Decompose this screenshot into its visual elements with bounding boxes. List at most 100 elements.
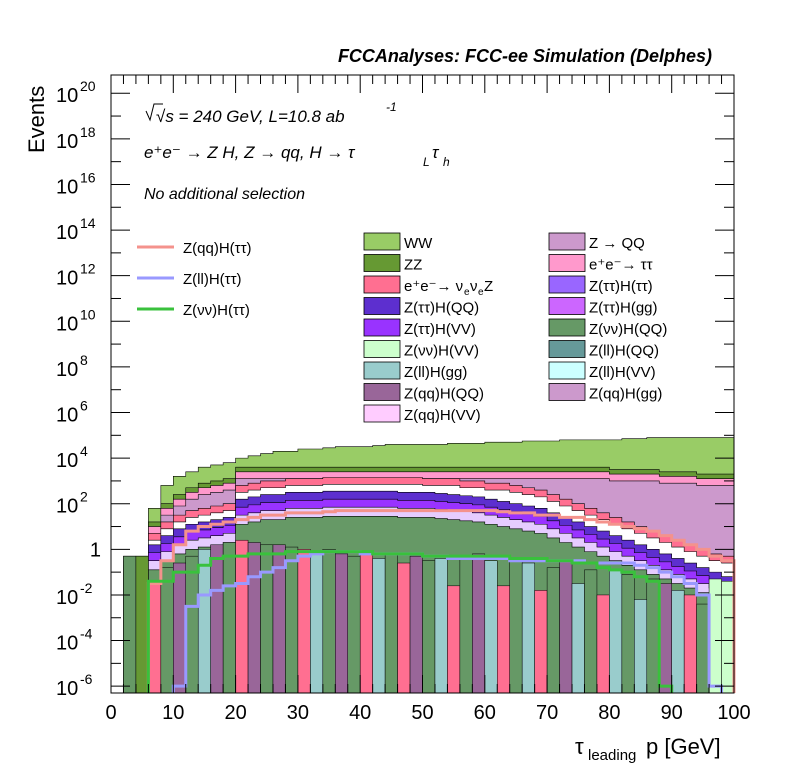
low-bin bbox=[123, 555, 137, 694]
legend-entry: Z(qq)H(ττ) bbox=[183, 240, 252, 257]
legend-swatch bbox=[548, 318, 586, 337]
y-tick-label: 10 bbox=[56, 496, 78, 518]
y-tick-exponent: 16 bbox=[80, 169, 96, 185]
legend-entry: Z(ττ)H(QQ) bbox=[404, 300, 479, 317]
low-bin bbox=[671, 590, 685, 694]
low-bin bbox=[459, 558, 473, 694]
y-tick-exponent: 4 bbox=[80, 443, 88, 459]
y-tick-exponent: 6 bbox=[80, 398, 88, 414]
x-axis-label-text: p [GeV] bbox=[646, 734, 721, 759]
legend: Z(qq)H(ττ) Z(ll)H(ττ) Z(νν)H(ττ) WW ZZ e⁺e⁻→ … bbox=[137, 232, 667, 424]
x-axis-label-sub: leading bbox=[588, 747, 636, 764]
y-tick-exponent: 18 bbox=[80, 124, 96, 140]
y-tick-label: 10 bbox=[56, 633, 78, 655]
low-bin bbox=[546, 567, 560, 694]
y-tick-exponent: 2 bbox=[80, 489, 88, 505]
x-tick-label: 30 bbox=[287, 702, 309, 724]
y-tick-label: 10 bbox=[56, 268, 78, 290]
legend-entry: Z(ll)H(VV) bbox=[589, 364, 656, 381]
low-bin bbox=[310, 551, 324, 694]
low-bin bbox=[559, 560, 573, 694]
low-bin bbox=[148, 583, 162, 694]
legend-swatch bbox=[548, 232, 586, 251]
low-histogram-bins bbox=[123, 539, 735, 694]
legend-entry: Z(νν)H(QQ) bbox=[589, 321, 667, 338]
legend-swatch bbox=[548, 275, 586, 294]
process-tau: τ bbox=[432, 143, 440, 162]
low-bin bbox=[422, 560, 436, 694]
x-tick-label: 80 bbox=[598, 702, 620, 724]
selection-annotation: No additional selection bbox=[144, 186, 305, 203]
overlay-line-0 bbox=[146, 509, 736, 693]
y-axis-label: Events bbox=[24, 86, 49, 153]
legend-entry: Z(ll)H(QQ) bbox=[589, 343, 659, 360]
legend-entry: Z(νν)H(ττ) bbox=[183, 302, 250, 319]
legend-swatch bbox=[363, 318, 401, 337]
low-bin bbox=[285, 546, 299, 694]
low-bin bbox=[160, 567, 174, 694]
y-tick-exponent: 10 bbox=[80, 306, 96, 322]
low-bin bbox=[534, 590, 548, 694]
y-tick-label: 1 bbox=[90, 539, 101, 561]
legend-entry: Z(ττ)H(ττ) bbox=[589, 278, 653, 295]
x-tick-label: 60 bbox=[474, 702, 496, 724]
low-bin bbox=[621, 574, 635, 694]
y-tick-label: 10 bbox=[56, 85, 78, 107]
process-sub-h: h bbox=[443, 155, 450, 169]
overlay-line-2 bbox=[146, 550, 674, 693]
legend-swatch bbox=[548, 297, 586, 315]
legend-entry-sub2: e bbox=[478, 287, 484, 298]
legend-swatch bbox=[363, 404, 401, 423]
y-tick-label: 10 bbox=[56, 313, 78, 335]
x-axis-ticks: 0 10 20 30 40 50 60 70 80 90 100 bbox=[105, 75, 751, 724]
y-tick-exponent: 8 bbox=[80, 352, 88, 368]
legend-entry: Z(qq)H(gg) bbox=[589, 386, 662, 403]
overlay-signal-lines bbox=[146, 509, 736, 693]
x-axis-label-tau: τ bbox=[575, 734, 584, 759]
legend-entry-sub: e bbox=[464, 287, 470, 298]
low-bin bbox=[235, 539, 249, 694]
low-bin bbox=[596, 594, 610, 694]
legend-entry: e⁺e⁻→ ν bbox=[404, 278, 463, 295]
low-bin bbox=[497, 585, 510, 694]
process-sub-L: L bbox=[423, 155, 430, 169]
x-tick-label: 50 bbox=[411, 702, 433, 724]
low-bin bbox=[434, 558, 448, 694]
legend-swatch bbox=[363, 361, 401, 380]
low-bin bbox=[135, 555, 149, 694]
low-bin bbox=[447, 585, 461, 694]
legend-entry: ZZ bbox=[404, 257, 422, 274]
y-tick-label: 10 bbox=[56, 176, 78, 198]
low-bin bbox=[247, 542, 261, 694]
low-bin bbox=[222, 542, 236, 694]
y-tick-label: 10 bbox=[56, 131, 78, 153]
legend-entry: Z(ττ)H(VV) bbox=[404, 321, 476, 338]
legend-swatch bbox=[548, 340, 586, 358]
x-tick-label: 0 bbox=[105, 702, 116, 724]
low-bin bbox=[683, 594, 697, 694]
x-tick-label: 70 bbox=[536, 702, 558, 724]
low-bin bbox=[397, 562, 411, 694]
y-tick-exponent: 12 bbox=[80, 261, 96, 277]
low-bin bbox=[210, 544, 224, 694]
legend-swatch bbox=[363, 254, 401, 272]
low-bin bbox=[372, 558, 386, 694]
y-tick-label: 10 bbox=[56, 359, 78, 381]
legend-entry: Z(qq)H(VV) bbox=[404, 407, 481, 424]
low-bin bbox=[708, 578, 722, 694]
y-tick-exponent: -6 bbox=[80, 671, 93, 687]
y-tick-exponent: 20 bbox=[80, 78, 96, 94]
legend-swatch bbox=[363, 340, 401, 358]
y-tick-exponent: -2 bbox=[80, 580, 93, 596]
legend-entry: Z(ll)H(gg) bbox=[404, 364, 467, 381]
low-bin bbox=[322, 549, 336, 694]
y-tick-exponent: 14 bbox=[80, 215, 96, 231]
legend-entry: Z(qq)H(QQ) bbox=[404, 386, 484, 403]
sqrt-icon bbox=[145, 103, 163, 122]
legend-swatch bbox=[548, 361, 586, 380]
legend-entry: Z(ττ)H(gg) bbox=[589, 300, 658, 317]
x-tick-label: 10 bbox=[162, 702, 184, 724]
low-bin bbox=[484, 560, 498, 694]
